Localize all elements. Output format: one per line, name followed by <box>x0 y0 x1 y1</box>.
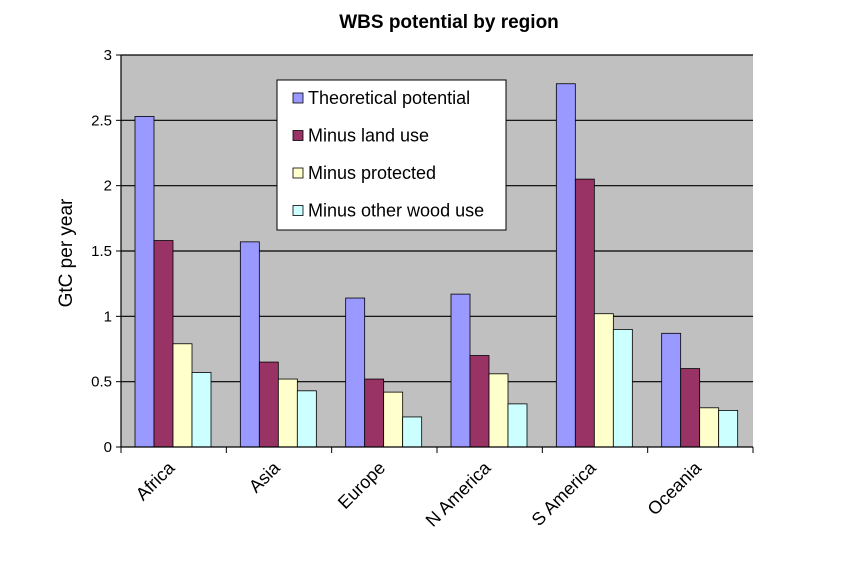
bar <box>239 241 260 448</box>
legend-swatch <box>292 167 304 179</box>
x-tick-label: Europe <box>334 458 389 513</box>
bar <box>258 361 279 448</box>
bar <box>277 378 298 448</box>
bar <box>383 391 404 448</box>
y-tick-label: 3 <box>104 47 112 64</box>
bar <box>345 297 366 448</box>
bar <box>402 416 423 448</box>
bar <box>507 403 528 448</box>
y-tick-label: 2 <box>104 178 112 195</box>
bar <box>296 390 317 448</box>
bars <box>134 83 739 448</box>
y-tick-label: 1 <box>104 308 112 325</box>
chart-title: WBS potential by region <box>339 12 559 33</box>
legend-entry: Minus protected <box>308 163 436 183</box>
legend-swatch <box>292 92 304 104</box>
bar <box>718 410 739 448</box>
x-tick-label: Oceania <box>644 457 706 519</box>
bar <box>593 313 614 448</box>
x-tick-label: Africa <box>132 457 179 504</box>
legend-swatch <box>292 205 304 216</box>
y-axis-label: GtC per year <box>56 198 77 307</box>
bar <box>574 178 595 448</box>
x-tick-label: N America <box>422 457 496 531</box>
bar <box>153 240 174 448</box>
legend-box <box>276 79 507 231</box>
y-tick-labels: 0 0.5 1 1.5 2 2.5 3 <box>91 47 112 456</box>
y-tick-label: 0 <box>104 439 112 456</box>
bar <box>172 343 193 448</box>
legend-swatch <box>292 130 304 141</box>
bar <box>555 83 576 448</box>
x-tick-labels: Africa Asia Europe N America S America Oceani… <box>132 457 706 531</box>
legend: Theoretical potential Minus land use Minus… <box>276 79 507 231</box>
bar <box>488 373 509 448</box>
bar <box>699 407 720 448</box>
bar <box>134 116 155 448</box>
x-tick-label: Asia <box>245 457 285 497</box>
y-tick-label: 0.5 <box>91 374 112 391</box>
bar <box>364 378 385 448</box>
bar <box>612 328 633 448</box>
y-tick-label: 2.5 <box>91 112 112 129</box>
bar <box>469 355 490 448</box>
bar <box>680 368 701 448</box>
bar <box>661 332 682 448</box>
x-tick-label: S America <box>528 457 601 530</box>
bar <box>191 372 212 448</box>
legend-entry: Minus land use <box>308 126 429 146</box>
axes <box>116 54 754 453</box>
y-tick-label: 1.5 <box>91 243 112 260</box>
legend-entry: Theoretical potential <box>308 88 470 108</box>
bar <box>450 293 471 448</box>
legend-entry: Minus other wood use <box>308 201 484 221</box>
